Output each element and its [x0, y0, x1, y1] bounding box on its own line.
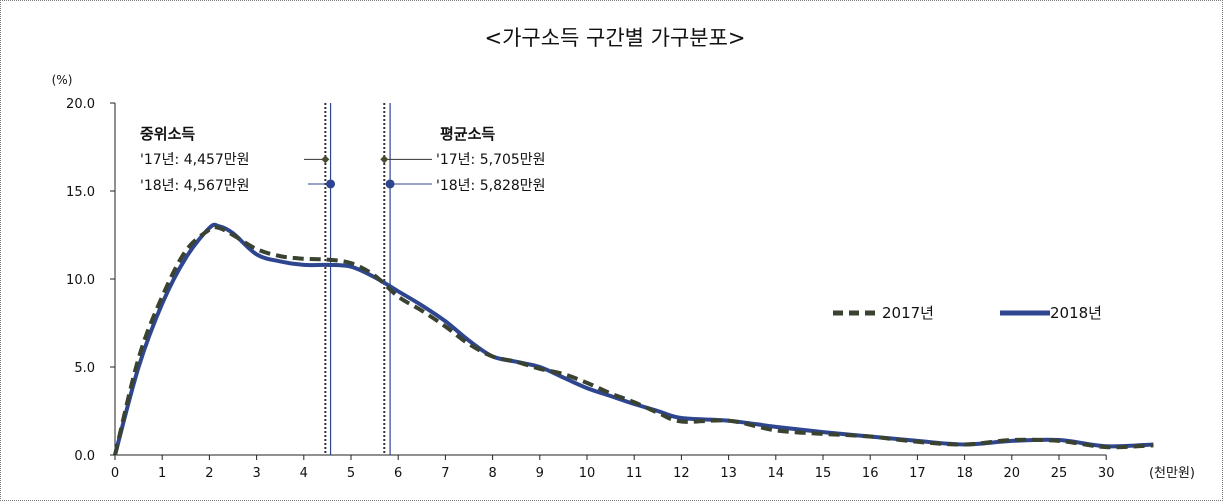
x-tick-label: 6	[394, 466, 402, 481]
mean-2018-marker	[385, 179, 395, 189]
x-tick-label: 16	[862, 466, 879, 481]
x-tick-label: 9	[536, 466, 544, 481]
legend: 2017년 2018년	[833, 304, 1102, 322]
x-axis-unit: (천만원)	[1149, 466, 1195, 481]
y-tick-label: 0.0	[74, 449, 95, 464]
x-tick-label: 8	[488, 466, 496, 481]
median-2017-label: '17년: 4,457만원	[140, 152, 250, 168]
median-2018-label: '18년: 4,567만원	[140, 178, 250, 194]
x-tick-label: 12	[673, 466, 690, 481]
x-tick-label: 2	[205, 466, 213, 481]
x-tick-label: 25	[1051, 466, 1068, 481]
median-2017-marker	[321, 155, 330, 164]
y-tick-label: 10.0	[66, 273, 95, 288]
median-title: 중위소득	[140, 125, 195, 143]
mean-2018-label: '18년: 5,828만원	[436, 178, 546, 194]
legend-label-2018: 2018년	[1050, 304, 1102, 322]
series-line-2018	[113, 222, 1154, 456]
x-tick-label: 7	[441, 466, 449, 481]
median-2018-marker	[326, 179, 336, 189]
series-layer	[113, 222, 1154, 456]
chart-title: <가구소득 구간별 가구분포>	[484, 26, 745, 50]
mean-title: 평균소득	[440, 125, 495, 143]
x-tick-label: 1	[158, 466, 166, 481]
x-tick-label: 4	[300, 466, 308, 481]
series-line-2017	[113, 225, 1154, 456]
mean-2017-marker	[380, 155, 389, 164]
reference-lines	[324, 103, 391, 455]
x-tick-label: 13	[720, 466, 737, 481]
axes: 0.05.010.015.020.00 1 2 3 4 5 6 7 8 9 10 11 12 13 14 15…	[66, 97, 1114, 481]
y-tick-label: 15.0	[66, 185, 95, 200]
x-tick-label: 10	[579, 466, 596, 481]
x-tick-label: 0	[111, 466, 119, 481]
y-tick-label: 20.0	[66, 97, 95, 112]
y-tick-label: 5.0	[74, 361, 95, 376]
annotations: 중위소득 '17년: 4,457만원 '18년: 4,567만원 평균소득 '1…	[140, 125, 546, 194]
x-tick-label: 30	[1098, 466, 1115, 481]
x-tick-label: 3	[252, 466, 260, 481]
x-tick-label: 18	[956, 466, 973, 481]
x-tick-label: 5	[347, 466, 355, 481]
x-tick-label: 20	[1004, 466, 1021, 481]
x-tick-label: 15	[815, 466, 832, 481]
x-tick-label: 14	[768, 466, 785, 481]
x-tick-label: 17	[909, 466, 926, 481]
y-axis-unit: (%)	[52, 73, 73, 87]
mean-2017-label: '17년: 5,705만원	[436, 152, 546, 168]
x-tick-label: 11	[626, 466, 643, 481]
legend-label-2017: 2017년	[882, 304, 934, 322]
